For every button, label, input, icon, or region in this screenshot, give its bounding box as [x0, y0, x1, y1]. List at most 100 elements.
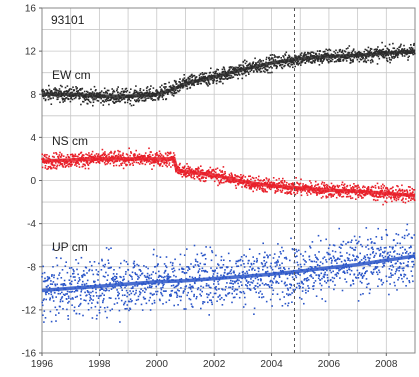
data-point [357, 196, 360, 199]
data-point [278, 62, 281, 65]
data-point [364, 194, 367, 196]
data-point [396, 191, 399, 193]
data-point [329, 269, 331, 272]
data-point [366, 244, 369, 247]
data-point [123, 160, 126, 162]
data-point [172, 279, 174, 281]
data-point [85, 98, 88, 101]
data-point [43, 321, 45, 323]
data-point [41, 272, 44, 275]
data-point [44, 167, 47, 169]
data-point [87, 291, 89, 293]
data-point [82, 314, 84, 317]
data-point [410, 197, 413, 199]
data-point [210, 259, 213, 262]
data-point [220, 255, 223, 258]
data-point [315, 256, 317, 258]
data-point [134, 303, 137, 305]
data-point [118, 98, 120, 101]
data-point [401, 267, 403, 270]
data-point [60, 153, 63, 155]
data-point [388, 189, 390, 191]
data-point [132, 158, 134, 160]
data-point [220, 77, 223, 80]
data-point [120, 90, 123, 93]
data-point [373, 198, 375, 201]
data-point [155, 152, 158, 155]
data-point [151, 154, 154, 156]
data-point [69, 275, 72, 278]
data-point [196, 172, 198, 175]
data-point [215, 177, 218, 180]
data-point [372, 186, 375, 188]
data-point [266, 65, 268, 68]
data-point [93, 92, 96, 95]
data-point [412, 280, 414, 283]
data-point [156, 290, 159, 293]
data-point [393, 53, 395, 55]
data-point [284, 281, 286, 284]
x-tick-label: 1998 [88, 359, 111, 370]
data-point [276, 281, 278, 283]
data-point [313, 188, 316, 190]
data-point [100, 157, 103, 159]
data-point [279, 251, 282, 253]
data-point [125, 153, 128, 155]
data-point [193, 244, 196, 247]
data-point [360, 191, 362, 193]
data-point [185, 277, 187, 280]
data-point [383, 56, 386, 59]
data-point [283, 267, 285, 269]
data-point [411, 47, 414, 50]
data-point [279, 59, 281, 62]
data-point [254, 179, 256, 182]
data-point [382, 48, 385, 51]
data-point [392, 274, 394, 276]
data-point [326, 184, 329, 187]
data-point [327, 60, 330, 63]
data-point [254, 182, 257, 185]
data-point [97, 100, 100, 102]
data-point [60, 93, 63, 95]
data-point [216, 68, 218, 71]
data-point [244, 303, 247, 306]
data-point [318, 251, 320, 253]
data-point [44, 153, 46, 156]
data-point [249, 62, 251, 65]
data-point [388, 196, 390, 198]
data-point [216, 77, 218, 79]
data-point [219, 181, 222, 183]
data-point [206, 279, 208, 281]
data-point [97, 297, 100, 299]
data-point [297, 64, 299, 66]
data-point [137, 278, 139, 280]
data-point [307, 285, 309, 287]
data-point [395, 199, 398, 202]
data-point [167, 154, 169, 156]
data-point [394, 50, 396, 52]
data-point [258, 175, 260, 178]
data-point [146, 97, 148, 99]
data-point [229, 260, 231, 262]
data-point [283, 61, 285, 64]
data-point [406, 234, 409, 237]
data-point [135, 292, 137, 294]
data-point [88, 152, 90, 154]
data-point [309, 187, 312, 190]
data-point [118, 160, 121, 162]
data-point [352, 49, 355, 52]
data-point [176, 294, 179, 297]
data-point [255, 285, 257, 287]
data-point [144, 297, 147, 300]
data-point [332, 244, 335, 246]
data-point [123, 278, 125, 280]
data-point [277, 62, 280, 65]
data-point [147, 267, 149, 270]
data-point [263, 183, 266, 186]
data-point [103, 96, 105, 99]
data-point [320, 284, 323, 287]
data-point [365, 191, 368, 194]
data-point [296, 182, 299, 185]
data-point [378, 51, 381, 53]
data-point [376, 191, 378, 194]
